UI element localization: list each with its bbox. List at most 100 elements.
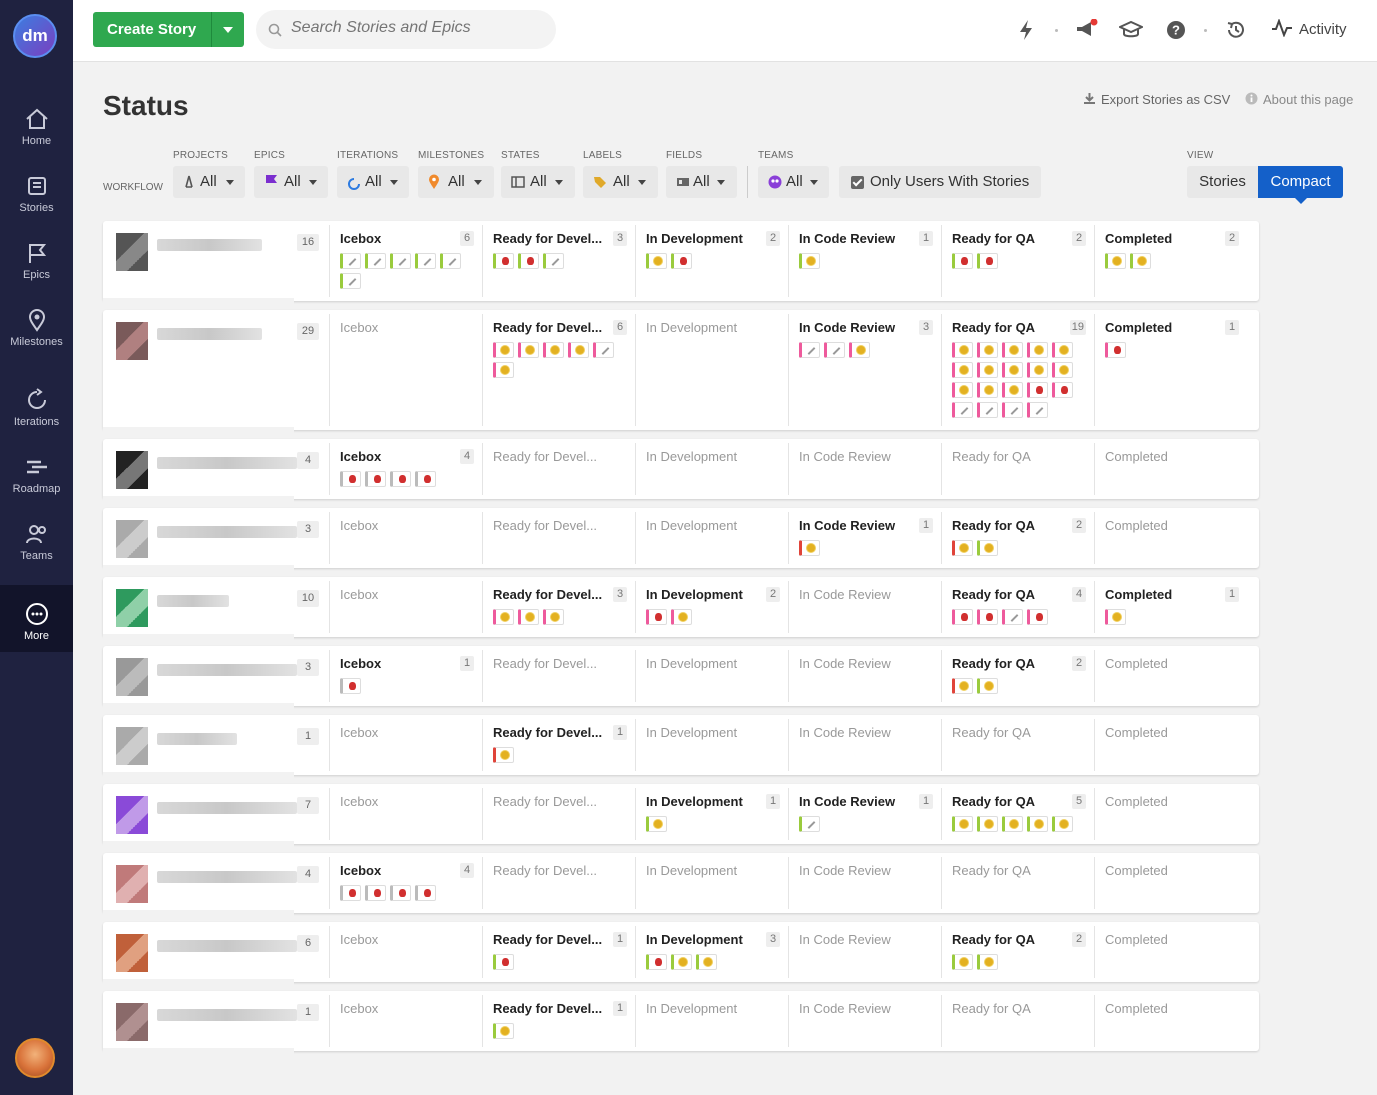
- story-chip[interactable]: [340, 885, 361, 901]
- user-avatar[interactable]: [15, 1038, 55, 1078]
- story-chip[interactable]: [390, 253, 411, 269]
- nav-iterations[interactable]: Iterations: [0, 387, 73, 428]
- story-chip[interactable]: [952, 402, 973, 418]
- status-cell[interactable]: In Development 3: [635, 926, 788, 978]
- story-chip[interactable]: [593, 342, 614, 358]
- story-chip[interactable]: [1052, 342, 1073, 358]
- story-chip[interactable]: [952, 253, 973, 269]
- status-cell[interactable]: Ready for QA 2: [941, 650, 1094, 702]
- status-cell[interactable]: Ready for QA: [941, 719, 1094, 771]
- status-cell[interactable]: Ready for QA: [941, 995, 1094, 1047]
- status-cell[interactable]: Icebox: [329, 788, 482, 840]
- lightning-icon[interactable]: [1018, 19, 1034, 41]
- learn-icon[interactable]: [1119, 19, 1143, 41]
- story-chip[interactable]: [646, 253, 667, 269]
- user-name-blurred[interactable]: [157, 664, 297, 676]
- user-name-blurred[interactable]: [157, 328, 262, 340]
- story-chip[interactable]: [568, 342, 589, 358]
- status-cell[interactable]: Ready for QA: [941, 443, 1094, 495]
- story-chip[interactable]: [1052, 362, 1073, 378]
- status-cell[interactable]: In Development: [635, 719, 788, 771]
- story-chip[interactable]: [340, 253, 361, 269]
- user-name-blurred[interactable]: [157, 595, 229, 607]
- story-chip[interactable]: [1052, 382, 1073, 398]
- story-chip[interactable]: [340, 678, 361, 694]
- story-chip[interactable]: [1027, 816, 1048, 832]
- status-cell[interactable]: In Code Review 3: [788, 314, 941, 426]
- nav-more[interactable]: More: [0, 585, 73, 652]
- story-chip[interactable]: [365, 885, 386, 901]
- user-avatar[interactable]: [116, 322, 148, 360]
- view-stories-button[interactable]: Stories: [1187, 166, 1258, 198]
- story-chip[interactable]: [440, 253, 461, 269]
- user-name-blurred[interactable]: [157, 239, 262, 251]
- status-cell[interactable]: Completed 2: [1094, 225, 1247, 297]
- story-chip[interactable]: [1002, 382, 1023, 398]
- user-avatar[interactable]: [116, 658, 148, 696]
- story-chip[interactable]: [799, 816, 820, 832]
- status-cell[interactable]: Icebox: [329, 995, 482, 1047]
- filter-states[interactable]: All: [501, 166, 575, 198]
- status-cell[interactable]: Ready for Devel... 1: [482, 995, 635, 1047]
- user-name-blurred[interactable]: [157, 733, 237, 745]
- filter-projects[interactable]: All: [173, 166, 245, 198]
- story-chip[interactable]: [493, 342, 514, 358]
- status-cell[interactable]: Ready for QA 2: [941, 512, 1094, 564]
- status-cell[interactable]: Ready for Devel...: [482, 512, 635, 564]
- history-icon[interactable]: [1225, 19, 1247, 41]
- create-dropdown-icon[interactable]: [223, 27, 233, 33]
- story-chip[interactable]: [415, 885, 436, 901]
- story-chip[interactable]: [799, 342, 820, 358]
- story-chip[interactable]: [952, 609, 973, 625]
- user-avatar[interactable]: [116, 934, 148, 972]
- status-cell[interactable]: Ready for Devel... 3: [482, 581, 635, 633]
- user-name-blurred[interactable]: [157, 871, 297, 883]
- story-chip[interactable]: [340, 273, 361, 289]
- story-chip[interactable]: [671, 954, 692, 970]
- status-cell[interactable]: Ready for QA 19: [941, 314, 1094, 426]
- story-chip[interactable]: [543, 253, 564, 269]
- story-chip[interactable]: [390, 885, 411, 901]
- user-avatar[interactable]: [116, 520, 148, 558]
- story-chip[interactable]: [799, 540, 820, 556]
- status-cell[interactable]: Completed: [1094, 788, 1247, 840]
- story-chip[interactable]: [1027, 609, 1048, 625]
- story-chip[interactable]: [977, 540, 998, 556]
- story-chip[interactable]: [1130, 253, 1151, 269]
- status-cell[interactable]: In Code Review 1: [788, 512, 941, 564]
- story-chip[interactable]: [518, 253, 539, 269]
- status-cell[interactable]: Icebox: [329, 581, 482, 633]
- story-chip[interactable]: [365, 253, 386, 269]
- status-cell[interactable]: Completed 1: [1094, 314, 1247, 426]
- story-chip[interactable]: [1002, 402, 1023, 418]
- status-cell[interactable]: Completed: [1094, 857, 1247, 909]
- status-cell[interactable]: Icebox 1: [329, 650, 482, 702]
- status-cell[interactable]: Icebox: [329, 719, 482, 771]
- story-chip[interactable]: [671, 253, 692, 269]
- story-chip[interactable]: [977, 382, 998, 398]
- story-chip[interactable]: [518, 342, 539, 358]
- filter-milestones[interactable]: All: [418, 166, 494, 198]
- story-chip[interactable]: [977, 402, 998, 418]
- status-cell[interactable]: Icebox: [329, 512, 482, 564]
- user-avatar[interactable]: [116, 796, 148, 834]
- story-chip[interactable]: [543, 342, 564, 358]
- status-cell[interactable]: In Development: [635, 443, 788, 495]
- status-cell[interactable]: Ready for Devel...: [482, 788, 635, 840]
- status-cell[interactable]: In Code Review: [788, 650, 941, 702]
- status-cell[interactable]: Icebox: [329, 314, 482, 426]
- create-story-button[interactable]: Create Story: [93, 12, 244, 47]
- status-cell[interactable]: In Code Review: [788, 581, 941, 633]
- status-cell[interactable]: Completed: [1094, 926, 1247, 978]
- status-cell[interactable]: Ready for Devel... 3: [482, 225, 635, 297]
- user-name-blurred[interactable]: [157, 802, 297, 814]
- story-chip[interactable]: [493, 609, 514, 625]
- story-chip[interactable]: [952, 382, 973, 398]
- story-chip[interactable]: [849, 342, 870, 358]
- status-cell[interactable]: In Development: [635, 512, 788, 564]
- nav-teams[interactable]: Teams: [0, 521, 73, 562]
- status-cell[interactable]: In Development 2: [635, 581, 788, 633]
- story-chip[interactable]: [1027, 342, 1048, 358]
- status-cell[interactable]: In Development: [635, 995, 788, 1047]
- story-chip[interactable]: [952, 540, 973, 556]
